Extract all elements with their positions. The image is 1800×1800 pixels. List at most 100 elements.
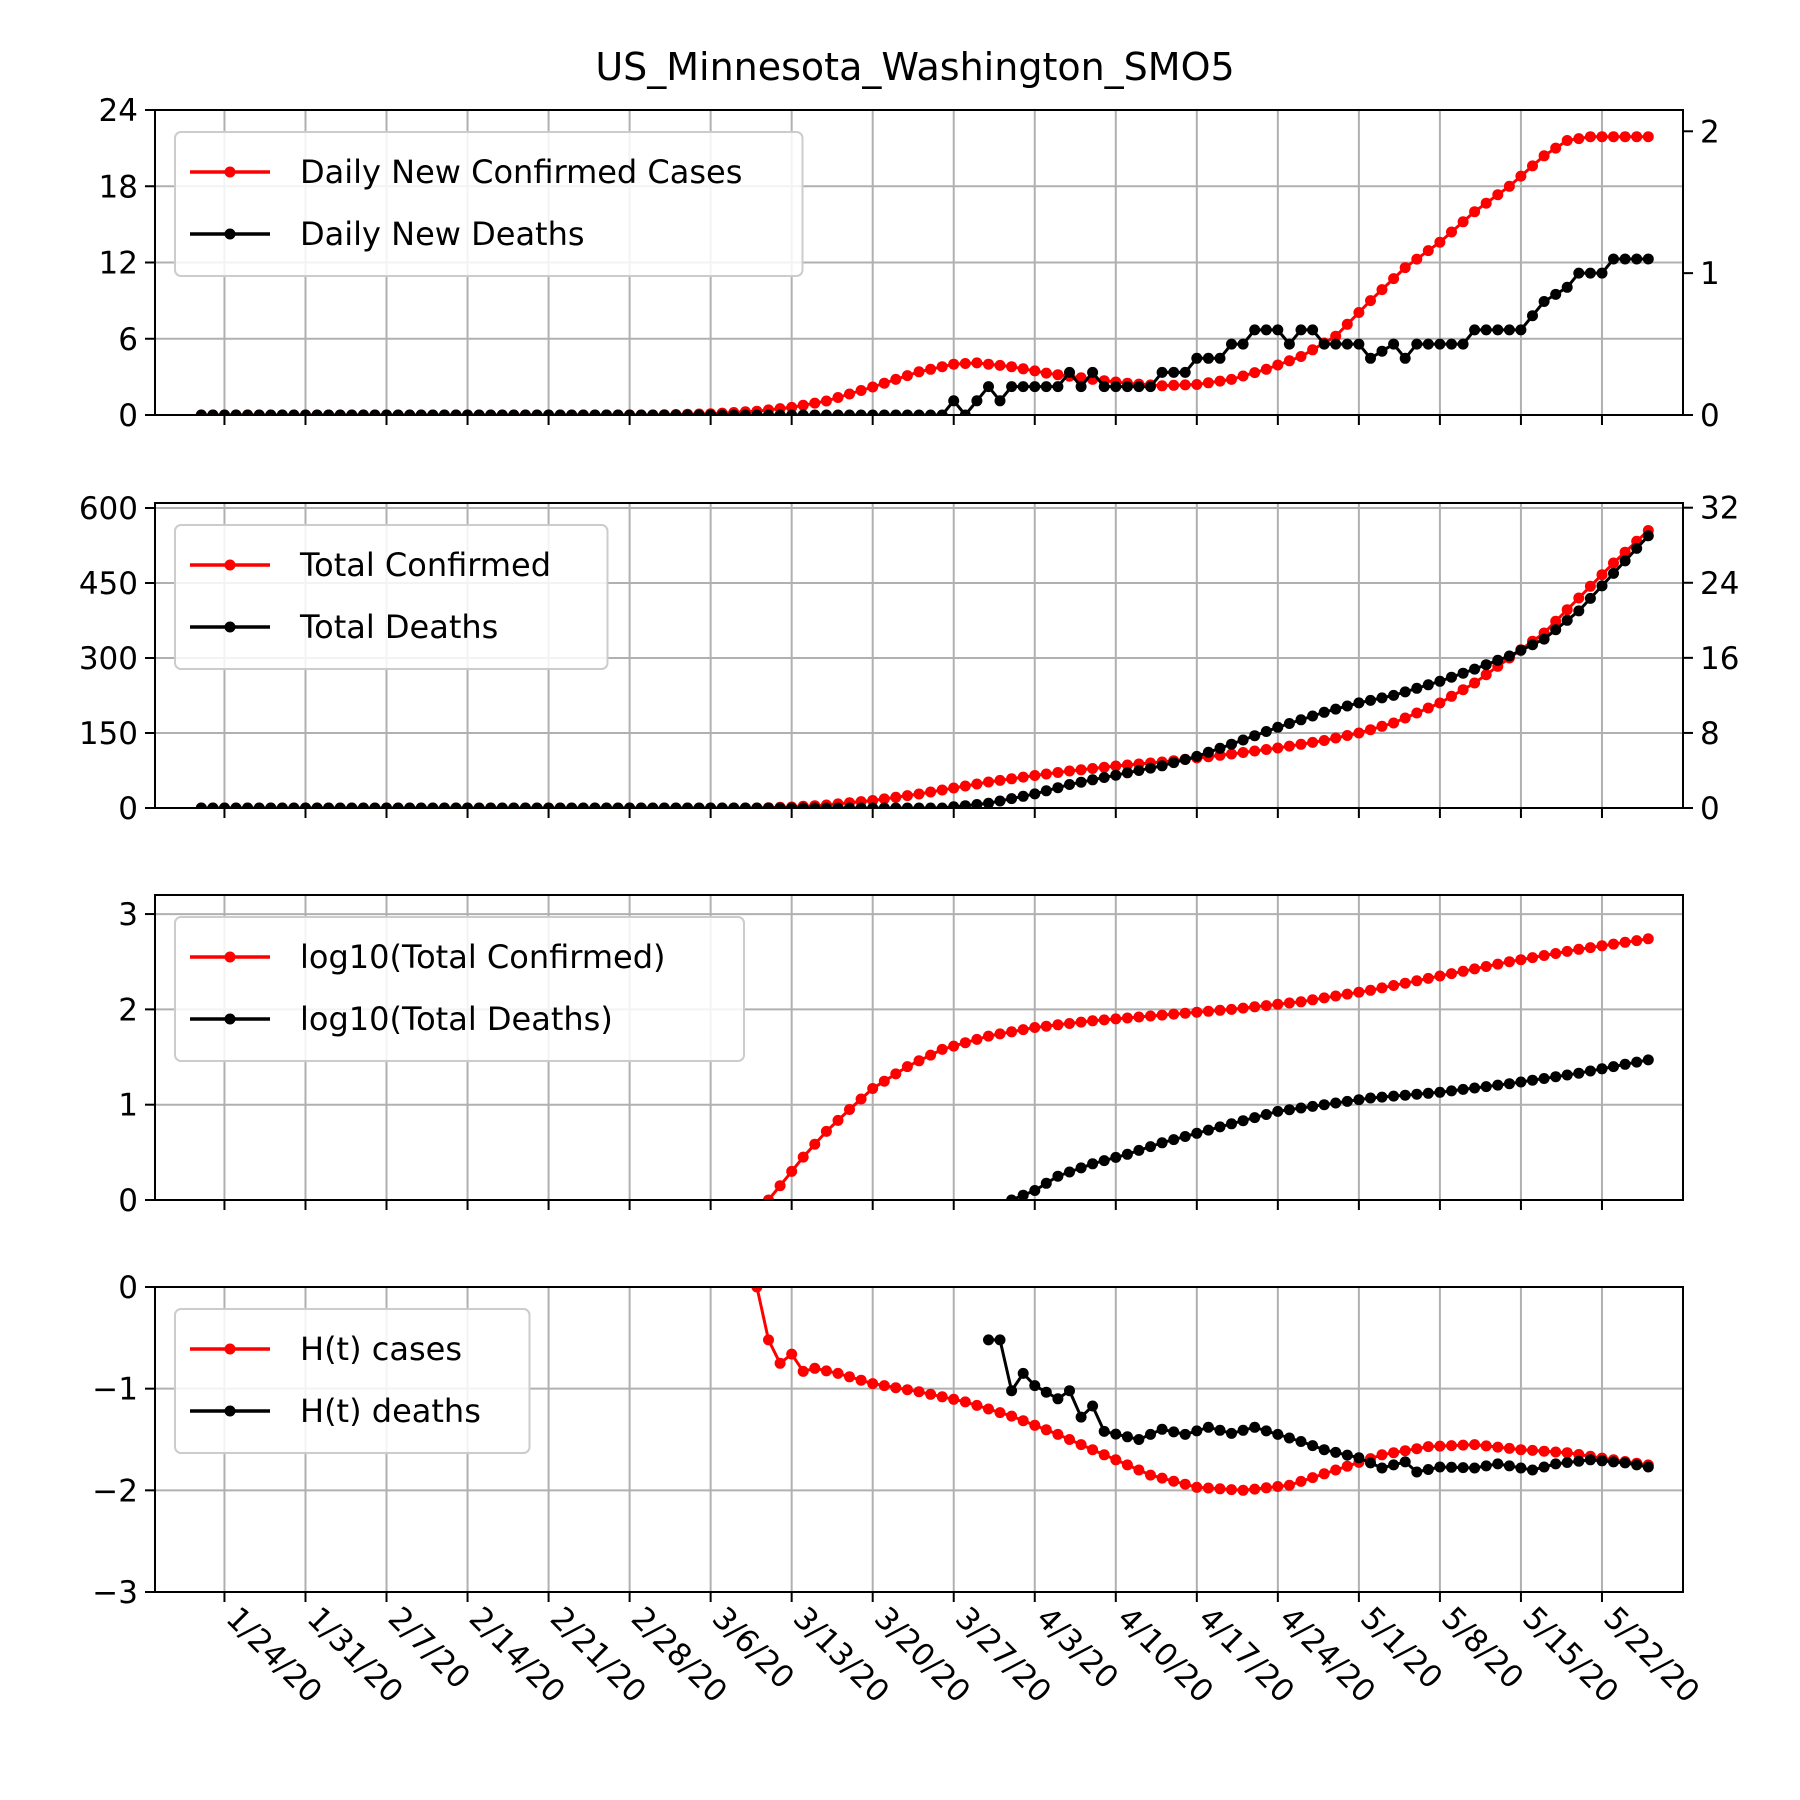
data-point — [1006, 793, 1018, 805]
data-point — [1480, 1460, 1492, 1472]
data-point — [948, 1393, 960, 1405]
data-point — [1446, 671, 1457, 683]
data-point — [1422, 338, 1434, 350]
data-point — [1202, 352, 1214, 364]
data-point — [1237, 734, 1249, 746]
y-tick-label: 0 — [118, 1183, 138, 1219]
data-point — [1596, 940, 1608, 952]
data-point — [554, 802, 566, 808]
data-point — [809, 1138, 821, 1150]
data-point — [1527, 1444, 1538, 1456]
y-tick-label: 600 — [79, 491, 138, 527]
data-point — [890, 791, 902, 803]
data-point — [1619, 936, 1631, 948]
data-point — [994, 1334, 1006, 1346]
data-point — [334, 409, 346, 415]
data-point — [1075, 764, 1087, 776]
data-point — [1318, 735, 1330, 746]
data-point — [1608, 253, 1619, 265]
data-point — [1098, 1014, 1110, 1026]
data-point — [867, 802, 879, 808]
data-point — [1446, 1461, 1457, 1473]
data-point — [1399, 262, 1411, 274]
legend-box — [174, 524, 609, 670]
data-point — [1631, 1056, 1643, 1068]
data-point — [1168, 366, 1180, 378]
data-point — [427, 409, 439, 415]
data-point — [1365, 724, 1376, 736]
data-point — [901, 409, 913, 415]
data-point — [1422, 679, 1434, 691]
y-tick-label: 1 — [118, 1088, 138, 1124]
data-point — [566, 409, 578, 415]
data-point — [751, 1287, 763, 1293]
data-point — [1052, 1428, 1064, 1440]
data-point — [1110, 1151, 1122, 1163]
data-point — [1515, 1076, 1527, 1088]
data-point — [1145, 381, 1156, 393]
data-point — [1411, 682, 1423, 694]
data-point — [971, 778, 983, 790]
data-point — [1052, 369, 1064, 381]
data-point — [1365, 984, 1376, 996]
data-point — [1168, 1134, 1180, 1146]
data-point — [1295, 351, 1307, 362]
data-point — [1527, 310, 1538, 322]
data-point — [820, 1125, 832, 1137]
data-point — [1492, 324, 1504, 336]
data-point — [820, 395, 832, 407]
data-point — [1330, 338, 1342, 350]
data-point — [1318, 338, 1330, 350]
data-point — [1098, 1155, 1110, 1167]
data-point — [867, 381, 879, 393]
data-point — [1642, 530, 1654, 542]
data-point — [1272, 1428, 1284, 1440]
data-point — [473, 802, 485, 808]
data-point — [774, 802, 786, 808]
data-point — [1202, 377, 1214, 389]
data-point — [728, 409, 740, 415]
data-point — [1226, 738, 1237, 750]
data-point — [1283, 1104, 1295, 1116]
series-area — [195, 525, 1654, 808]
data-point — [1075, 1162, 1087, 1174]
data-point — [936, 409, 948, 415]
data-point — [1272, 1481, 1284, 1492]
data-point — [994, 395, 1006, 407]
data-point — [913, 366, 925, 378]
data-point — [1527, 1464, 1538, 1476]
data-point — [508, 802, 520, 808]
data-point — [1249, 745, 1261, 757]
data-point — [415, 409, 427, 415]
data-point — [1179, 366, 1191, 378]
data-point — [670, 409, 682, 415]
data-point — [1202, 1124, 1214, 1136]
data-point — [1515, 644, 1527, 656]
data-point — [1492, 1441, 1504, 1453]
data-point — [751, 409, 763, 415]
data-point — [531, 802, 543, 808]
data-point — [971, 395, 983, 407]
legend-box — [174, 131, 804, 277]
data-point — [994, 774, 1006, 786]
data-point — [1295, 1102, 1307, 1114]
data-point — [1353, 1452, 1365, 1464]
data-point — [925, 1049, 937, 1061]
data-point — [1272, 324, 1284, 336]
data-point — [1226, 1484, 1237, 1496]
data-point — [1330, 732, 1342, 744]
data-point — [1087, 763, 1099, 774]
data-point — [1214, 742, 1226, 754]
data-point — [1179, 379, 1191, 391]
data-point — [1098, 761, 1110, 773]
legend-marker — [224, 228, 236, 240]
data-point — [925, 409, 937, 415]
data-point — [624, 409, 636, 415]
data-point — [1365, 295, 1376, 307]
data-point — [612, 409, 624, 415]
data-point — [519, 802, 531, 808]
data-point — [1422, 245, 1434, 257]
data-point — [774, 1180, 786, 1192]
data-point — [1249, 1421, 1261, 1433]
data-point — [1260, 324, 1272, 336]
